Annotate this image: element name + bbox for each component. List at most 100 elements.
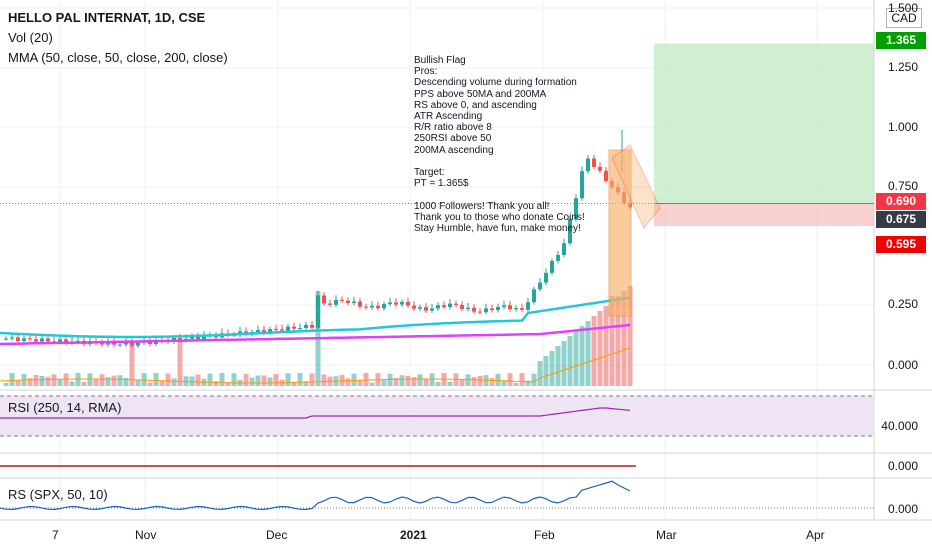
- candle-body: [520, 308, 524, 310]
- candle-body: [532, 289, 536, 303]
- entry-price-tag: 0.690: [876, 193, 926, 210]
- x-tick-feb: Feb: [534, 528, 555, 542]
- volume-bar: [231, 373, 237, 386]
- x-tick-mar: Mar: [656, 528, 677, 542]
- volume-bar: [573, 331, 579, 386]
- candle-body: [604, 170, 608, 181]
- volume-bar: [249, 377, 255, 386]
- candle-body: [418, 307, 422, 309]
- volume-bar: [495, 373, 501, 386]
- volume-bar: [393, 377, 399, 386]
- candle-body: [526, 302, 530, 310]
- volume-bar: [435, 381, 441, 386]
- volume-bar: [69, 381, 75, 386]
- candle-body: [496, 306, 500, 311]
- y-tick-1500: 1.500: [887, 1, 918, 15]
- volume-bar: [99, 374, 105, 386]
- candle-body: [544, 272, 548, 283]
- volume-bar: [45, 376, 51, 386]
- candle-body: [190, 336, 194, 339]
- target-price-tag: 1.365: [876, 32, 926, 49]
- candle-body: [304, 324, 308, 329]
- candle-body: [388, 302, 392, 305]
- currency-badge[interactable]: CAD: [886, 8, 922, 28]
- volume-bar: [123, 377, 129, 386]
- volume-bar: [291, 382, 297, 386]
- candle-body: [412, 305, 416, 309]
- candle-body: [478, 311, 482, 313]
- candle-body: [352, 301, 356, 303]
- volume-bar: [213, 381, 219, 386]
- volume-bar: [39, 376, 45, 386]
- ma200-line: [0, 323, 631, 346]
- ma50-line: [0, 296, 631, 339]
- candle-body: [598, 166, 602, 171]
- volume-bar: [501, 380, 507, 386]
- volume-bar: [225, 382, 231, 386]
- candle-body: [580, 171, 584, 199]
- candle-body: [328, 303, 332, 305]
- candle-body: [268, 329, 272, 333]
- last-price-tag: 0.675: [876, 211, 926, 228]
- candle-body: [502, 305, 506, 307]
- flag-pole-box: [608, 149, 632, 317]
- candle-body: [574, 198, 578, 220]
- candle-body: [28, 338, 32, 340]
- volume-bar: [627, 286, 633, 386]
- volume-bar: [51, 374, 57, 386]
- y-tick-0750: 0.750: [887, 179, 918, 193]
- volume-bar: [195, 374, 201, 386]
- volume-bar: [75, 373, 81, 386]
- volume-ma-line: [0, 347, 631, 384]
- volume-bar: [303, 381, 309, 386]
- volume-bar: [267, 377, 273, 386]
- annotation-line: Bullish Flag: [414, 55, 466, 66]
- candle-body: [46, 338, 50, 342]
- annotation-line: PPS above 50MA and 200MA: [414, 88, 547, 100]
- candle-body: [424, 307, 428, 311]
- rs-line: [0, 480, 631, 511]
- candle-body: [256, 330, 260, 332]
- volume-bar: [165, 373, 171, 386]
- candle-body: [274, 329, 278, 331]
- candle-body: [514, 308, 518, 310]
- volume-bar: [555, 346, 561, 386]
- y-tick-1250: 1.250: [887, 60, 918, 74]
- candle-body: [550, 260, 554, 273]
- volume-bar: [381, 380, 387, 386]
- candle-body: [568, 219, 572, 244]
- candle-body: [508, 305, 512, 310]
- volume-bar: [471, 376, 477, 386]
- volume-bar: [117, 375, 123, 386]
- rsi-y-tick: 40.000: [881, 419, 918, 433]
- candle-body: [10, 337, 14, 339]
- candle-body: [178, 337, 182, 341]
- candle-body: [148, 341, 152, 344]
- volume-bar: [93, 379, 99, 386]
- volume-bar: [219, 373, 225, 386]
- volume-bar: [465, 374, 471, 386]
- candle-body: [466, 307, 470, 310]
- candle-body: [484, 308, 488, 313]
- candle-body: [340, 299, 344, 301]
- candle-body: [442, 305, 446, 308]
- volume-bar: [537, 361, 543, 386]
- stop-zone: [654, 203, 874, 226]
- volume-bar: [15, 380, 21, 386]
- volume-bar: [357, 380, 363, 386]
- candle-body: [376, 305, 380, 309]
- candle-body: [286, 326, 290, 331]
- candle-body: [460, 304, 464, 310]
- volume-bar: [417, 374, 423, 386]
- y-tick-0000: 0.000: [887, 358, 918, 372]
- candle-body: [556, 254, 560, 261]
- volume-bar: [543, 356, 549, 386]
- volume-bar: [285, 373, 291, 386]
- candle-body: [16, 337, 20, 342]
- volume-bar: [273, 374, 279, 386]
- candle-body: [196, 336, 200, 340]
- annotation-line: Target:: [414, 167, 445, 179]
- candle-body: [214, 335, 218, 338]
- annotation-line: R/R ratio above 8: [414, 122, 492, 134]
